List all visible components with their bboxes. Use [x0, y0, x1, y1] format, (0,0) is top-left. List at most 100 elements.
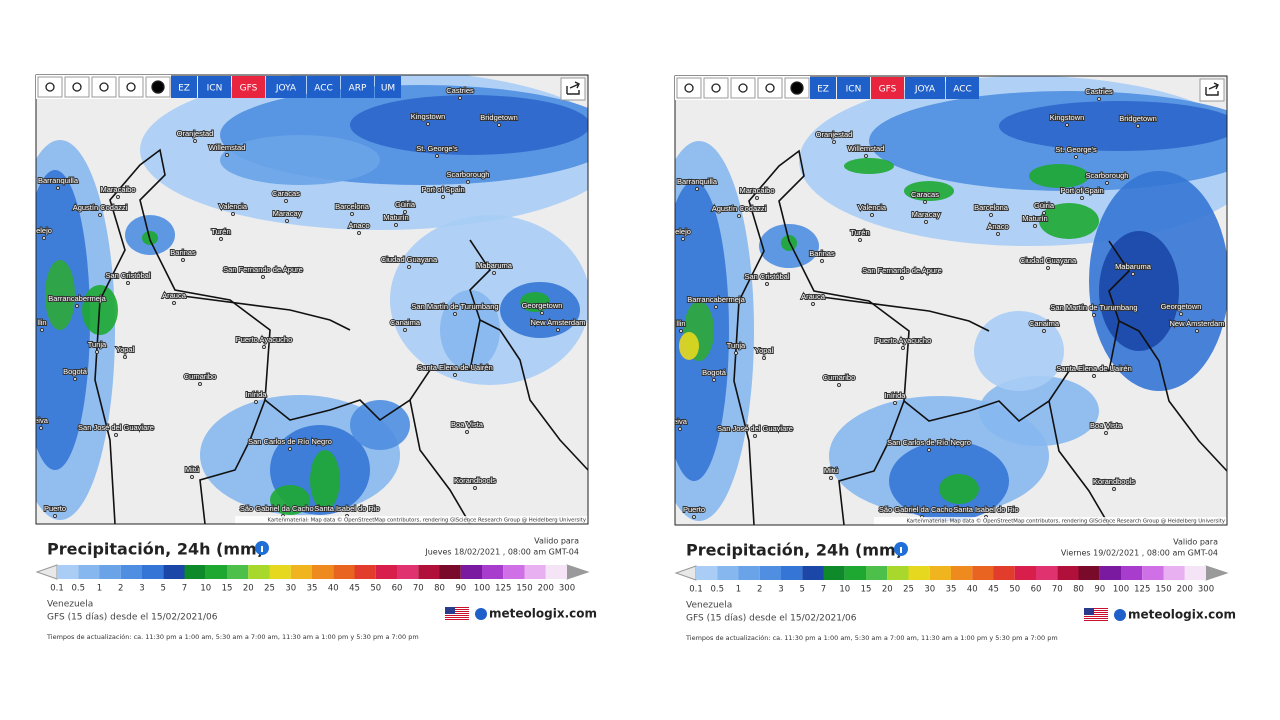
city-dot: [714, 305, 718, 309]
info-glyph: [900, 547, 902, 553]
model-button[interactable]: [810, 77, 836, 99]
scale-cell: [823, 566, 845, 580]
panel: Castries Kingstown Bridgetown Oranjestad Wil…: [674, 75, 1236, 642]
tool-button[interactable]: [91, 76, 117, 98]
valid-date: Viernes 19/02/2021 , 08:00 am GMT-04: [1061, 549, 1218, 558]
flag-stripe: [1084, 618, 1108, 619]
city-label: Santa Elena de Uairén: [1056, 364, 1131, 373]
city-label: San José del Guaviare: [717, 424, 793, 433]
city-label: Bridgetown: [480, 113, 518, 122]
scale-label: 50: [1009, 585, 1020, 595]
city-dot: [927, 448, 931, 452]
model-button[interactable]: [266, 76, 306, 98]
city-dot: [231, 212, 235, 216]
scale-label: 15: [861, 585, 872, 595]
scale-label: 30: [285, 584, 296, 594]
city-label: San Martín de Turumbang: [411, 302, 498, 311]
panel: Castries Kingstown Bridgetown Oranjestad Wil…: [35, 74, 597, 641]
city-dot: [56, 186, 60, 190]
city-dot: [832, 140, 836, 144]
city-label: Maracaibo: [739, 186, 774, 195]
model-button[interactable]: [837, 77, 870, 99]
city-label: Bogotá: [702, 368, 727, 377]
tool-button[interactable]: [730, 77, 756, 99]
scale-label: 15: [222, 584, 233, 594]
model-button[interactable]: [307, 76, 340, 98]
model-button[interactable]: [171, 76, 197, 98]
scale-cell: [738, 566, 760, 580]
city-label: Ciudad Guayana: [1020, 256, 1077, 265]
city-dot: [755, 196, 759, 200]
scale-label: 0.1: [50, 584, 64, 594]
tool-button[interactable]: [118, 76, 144, 98]
precip-area: [999, 101, 1227, 151]
city-label: Bridgetown: [1119, 114, 1157, 123]
scale-cell: [1142, 566, 1164, 580]
map: Castries Kingstown Bridgetown Oranjestad Wil…: [675, 76, 1227, 525]
scale-cell: [1163, 566, 1185, 580]
valid-label: Valido para: [1173, 538, 1218, 547]
scale-label: 7: [182, 584, 187, 594]
model-button-label: UM: [381, 84, 395, 94]
city-label: Inírida: [885, 391, 907, 400]
city-label: Canaima: [390, 318, 421, 327]
scale-label: 10: [839, 585, 850, 595]
city-label: Güiria: [395, 200, 416, 209]
brand-logo: [1114, 609, 1126, 621]
scale-cell: [312, 565, 334, 579]
city-dot: [435, 154, 439, 158]
share-button[interactable]: [1199, 78, 1225, 102]
city-label: Barranquilla: [677, 177, 718, 186]
model-button[interactable]: [905, 77, 945, 99]
precip-area: [781, 235, 797, 251]
model-button[interactable]: [871, 77, 904, 99]
city-label: Arauca: [162, 291, 187, 300]
tool-button[interactable]: [37, 76, 63, 98]
scale-cell: [545, 565, 567, 579]
city-label: Maturín: [383, 213, 408, 222]
attribution-bg: [874, 517, 1227, 525]
tool-button[interactable]: [757, 77, 783, 99]
city-label: New Amsterdam: [1169, 319, 1224, 328]
model-button[interactable]: [375, 76, 401, 98]
model-button-label: EZ: [817, 85, 829, 95]
model-button[interactable]: [341, 76, 374, 98]
city-label: San Fernando de Apure: [862, 266, 942, 275]
model-button[interactable]: [198, 76, 231, 98]
tool-button[interactable]: [64, 76, 90, 98]
border: [1048, 400, 1110, 525]
city-label: New Amsterdam: [530, 318, 585, 327]
city-label: San Cristóbal: [105, 271, 150, 280]
city-label: Scarborough: [1086, 171, 1129, 180]
scale-cell: [163, 565, 185, 579]
city-label: São Gabriel da Cachoeira: [240, 504, 327, 513]
precip-area: [1029, 164, 1089, 188]
model-button-label: ICN: [846, 85, 862, 95]
scale-label: 50: [370, 584, 381, 594]
model-button[interactable]: [232, 76, 265, 98]
city-dot: [864, 154, 868, 158]
city-dot: [540, 311, 544, 315]
scale-cell: [418, 565, 440, 579]
attribution: Kartenmaterial: Map data © OpenStreetMap…: [907, 518, 1226, 525]
tool-icon: [684, 83, 694, 93]
city-dot: [172, 301, 176, 305]
city-label: Yopal: [116, 345, 135, 354]
scale-label: 10: [200, 584, 211, 594]
scale-label: 70: [413, 584, 424, 594]
city-dot: [473, 486, 477, 490]
city-dot: [466, 180, 470, 184]
tool-button[interactable]: [703, 77, 729, 99]
precip-area: [939, 474, 979, 504]
model-button[interactable]: [946, 77, 979, 99]
city-label: Barinas: [809, 249, 835, 258]
city-label: Puerto Ayacucho: [236, 335, 293, 344]
model-button-label: GFS: [240, 84, 258, 94]
share-button[interactable]: [560, 77, 586, 101]
city-label: St. George's: [1055, 145, 1097, 154]
scale-cell: [951, 566, 973, 580]
city-dot: [198, 382, 202, 386]
tool-button[interactable]: [676, 77, 702, 99]
border: [479, 319, 588, 471]
scale-label: 60: [392, 584, 403, 594]
